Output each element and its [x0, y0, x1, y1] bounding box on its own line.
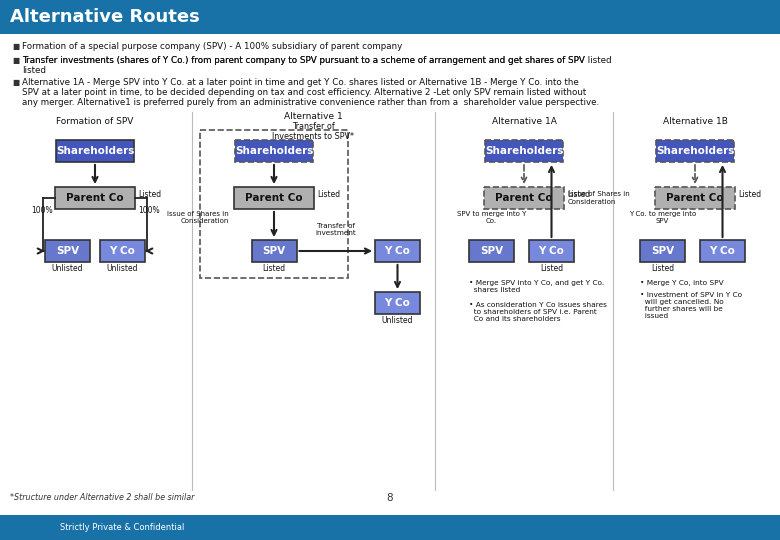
- Text: ■: ■: [12, 56, 20, 65]
- Bar: [375, 292, 420, 314]
- Text: Strictly Private & Confidential: Strictly Private & Confidential: [60, 523, 184, 531]
- Text: Unlisted: Unlisted: [51, 264, 83, 273]
- Bar: [485, 140, 563, 162]
- Text: ■: ■: [12, 78, 20, 87]
- Text: Alternative Routes: Alternative Routes: [10, 8, 200, 26]
- Text: ■: ■: [12, 42, 20, 51]
- Bar: [375, 240, 420, 262]
- Text: Y Co: Y Co: [385, 298, 410, 308]
- Text: any merger. Alternative1 is preferred purely from an administrative convenience : any merger. Alternative1 is preferred pu…: [22, 98, 599, 107]
- Bar: [100, 240, 145, 262]
- Text: Parent Co: Parent Co: [245, 193, 303, 203]
- Bar: [234, 187, 314, 209]
- Text: listed: listed: [22, 66, 46, 75]
- Text: • Merge Y Co, into SPV: • Merge Y Co, into SPV: [640, 280, 724, 286]
- Text: Shareholders: Shareholders: [56, 146, 134, 156]
- Text: Transfer investments (shares of Y Co.) from parent company to SPV pursuant to a : Transfer investments (shares of Y Co.) f…: [22, 56, 612, 65]
- Bar: [640, 240, 685, 262]
- Text: SPV to merge into Y
Co.: SPV to merge into Y Co.: [457, 211, 526, 224]
- Bar: [235, 140, 313, 162]
- Text: Y Co: Y Co: [385, 246, 410, 256]
- Text: Parent Co: Parent Co: [495, 193, 553, 203]
- Text: Y Co. to merge into
SPV: Y Co. to merge into SPV: [629, 211, 696, 224]
- Bar: [529, 240, 574, 262]
- Text: Listed: Listed: [317, 190, 340, 199]
- Text: SPV: SPV: [262, 246, 285, 256]
- Bar: [45, 240, 90, 262]
- Bar: [484, 187, 564, 209]
- Text: • Investment of SPV in Y Co
  will get cancelled. No
  further shares will be
  : • Investment of SPV in Y Co will get can…: [640, 292, 742, 319]
- Text: *Structure under Alternative 2 shall be similar: *Structure under Alternative 2 shall be …: [10, 493, 194, 502]
- Text: SPV at a later point in time, to be decided depending on tax and cost efficiency: SPV at a later point in time, to be deci…: [22, 88, 587, 97]
- Text: Shareholders: Shareholders: [485, 146, 563, 156]
- Text: Transfer investments (shares of Y Co.) from parent company to SPV pursuant to a : Transfer investments (shares of Y Co.) f…: [22, 56, 585, 65]
- Text: Alternative 1A - Merge SPV into Y Co. at a later point in time and get Y Co. sha: Alternative 1A - Merge SPV into Y Co. at…: [22, 78, 579, 87]
- Text: Unlisted: Unlisted: [381, 316, 413, 325]
- Text: Unlisted: Unlisted: [107, 264, 138, 273]
- Text: Listed: Listed: [738, 190, 761, 199]
- Text: Listed: Listed: [651, 264, 674, 273]
- Text: 8: 8: [387, 493, 393, 503]
- Text: Y Co: Y Co: [710, 246, 736, 256]
- Text: Issue of Shares in
Consideration: Issue of Shares in Consideration: [568, 192, 629, 205]
- Text: Alternative 1A: Alternative 1A: [491, 117, 556, 126]
- Text: Transfer of
investment: Transfer of investment: [315, 223, 356, 236]
- Text: Issue of Shares in
Consideration: Issue of Shares in Consideration: [167, 211, 229, 224]
- Text: • As consideration Y Co issues shares
  to shareholders of SPV i.e. Parent
  Co : • As consideration Y Co issues shares to…: [469, 302, 607, 322]
- Text: SPV: SPV: [651, 246, 674, 256]
- Text: Alternative 1: Alternative 1: [284, 112, 342, 121]
- Text: • Merge SPV into Y Co, and get Y Co.
  shares listed: • Merge SPV into Y Co, and get Y Co. sha…: [469, 280, 604, 293]
- Bar: [55, 187, 135, 209]
- Text: Parent Co: Parent Co: [66, 193, 124, 203]
- Text: Y Co: Y Co: [538, 246, 565, 256]
- Bar: [656, 140, 734, 162]
- Text: Listed: Listed: [567, 190, 590, 199]
- Text: Y Co: Y Co: [109, 246, 136, 256]
- Text: Shareholders: Shareholders: [656, 146, 734, 156]
- Bar: [700, 240, 745, 262]
- Bar: [200, 130, 348, 278]
- Bar: [469, 240, 514, 262]
- Bar: [655, 187, 735, 209]
- Bar: [0, 0, 780, 34]
- Text: Listed: Listed: [540, 264, 563, 273]
- Bar: [251, 240, 296, 262]
- Text: Listed: Listed: [262, 264, 285, 273]
- Bar: [0, 515, 780, 540]
- Text: SPV: SPV: [480, 246, 503, 256]
- Text: 100%: 100%: [31, 206, 52, 215]
- Text: Alternative 1B: Alternative 1B: [662, 117, 728, 126]
- Text: Formation of SPV: Formation of SPV: [56, 117, 133, 126]
- Bar: [56, 140, 134, 162]
- Text: Transfer of
Investments to SPV*: Transfer of Investments to SPV*: [272, 122, 354, 141]
- Text: 100%: 100%: [138, 206, 160, 215]
- Text: Formation of a special purpose company (SPV) - A 100% subsidiary of parent compa: Formation of a special purpose company (…: [22, 42, 402, 51]
- Text: Listed: Listed: [138, 190, 161, 199]
- Text: Parent Co: Parent Co: [666, 193, 724, 203]
- Text: Shareholders: Shareholders: [235, 146, 314, 156]
- Text: SPV: SPV: [56, 246, 79, 256]
